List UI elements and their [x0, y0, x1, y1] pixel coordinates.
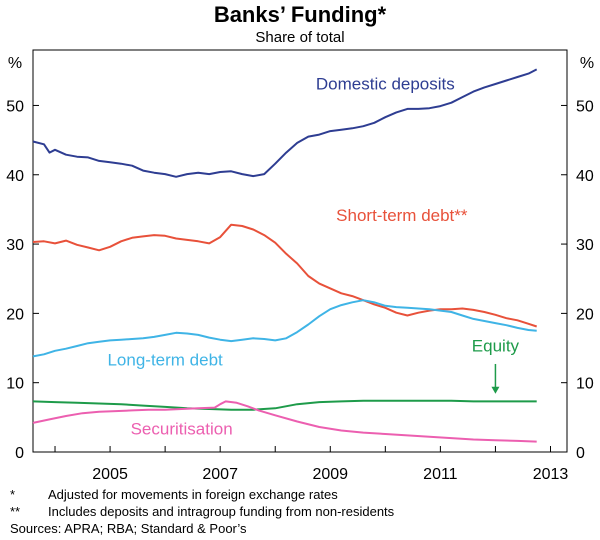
footnote-2-text: Includes deposits and intragroup funding… [48, 504, 395, 519]
y-tick-label-right: 10 [576, 376, 594, 393]
series-line-4 [32, 400, 537, 443]
series-label-4: Securitisation [131, 420, 233, 439]
x-tick-label: 2005 [92, 466, 128, 483]
footnote-1: * Adjusted for movements in foreign exch… [10, 486, 394, 503]
chart-notes: * Adjusted for movements in foreign exch… [10, 486, 394, 537]
y-tick-label-right: 0 [576, 445, 585, 462]
y-tick-label-left: 50 [6, 98, 24, 115]
y-tick-label-right: 30 [576, 237, 594, 254]
y-unit-label-left: % [8, 55, 22, 72]
footnote-2-mark: ** [10, 504, 21, 519]
series-line-3 [32, 399, 537, 411]
series-label-3: Equity [472, 337, 520, 356]
y-tick-label-left: 30 [6, 237, 24, 254]
chart-title: Banks’ Funding* [213, 2, 387, 27]
series-line-1 [32, 223, 538, 328]
series-line-2 [32, 299, 537, 358]
x-tick-label: 2007 [202, 466, 238, 483]
series-line-0 [32, 68, 538, 178]
y-unit-label-right: % [580, 55, 594, 72]
footnote-2: ** Includes deposits and intragroup fund… [10, 503, 394, 520]
plot-frame [32, 49, 568, 453]
y-tick-label-right: 20 [576, 306, 594, 323]
series-label-0: Domestic deposits [316, 75, 455, 94]
x-tick-label: 2009 [312, 466, 348, 483]
equity-arrow-head [491, 386, 500, 394]
y-tick-label-left: 20 [6, 306, 24, 323]
y-tick-label-right: 40 [576, 168, 594, 185]
chart-sources: Sources: APRA; RBA; Standard & Poor’s [10, 521, 247, 536]
y-tick-label-left: 10 [6, 376, 24, 393]
x-tick-label: 2013 [533, 466, 569, 483]
footnote-1-text: Adjusted for movements in foreign exchan… [48, 487, 338, 502]
y-tick-label-right: 50 [576, 98, 594, 115]
chart-subtitle: Share of total [255, 29, 345, 46]
series-label-1: Short-term debt** [336, 206, 468, 225]
y-tick-label-left: 40 [6, 168, 24, 185]
x-tick-label: 2011 [423, 466, 458, 483]
footnote-1-mark: * [10, 487, 16, 502]
y-tick-label-left: 0 [15, 445, 24, 462]
series-label-2: Long-term debt [107, 350, 223, 369]
